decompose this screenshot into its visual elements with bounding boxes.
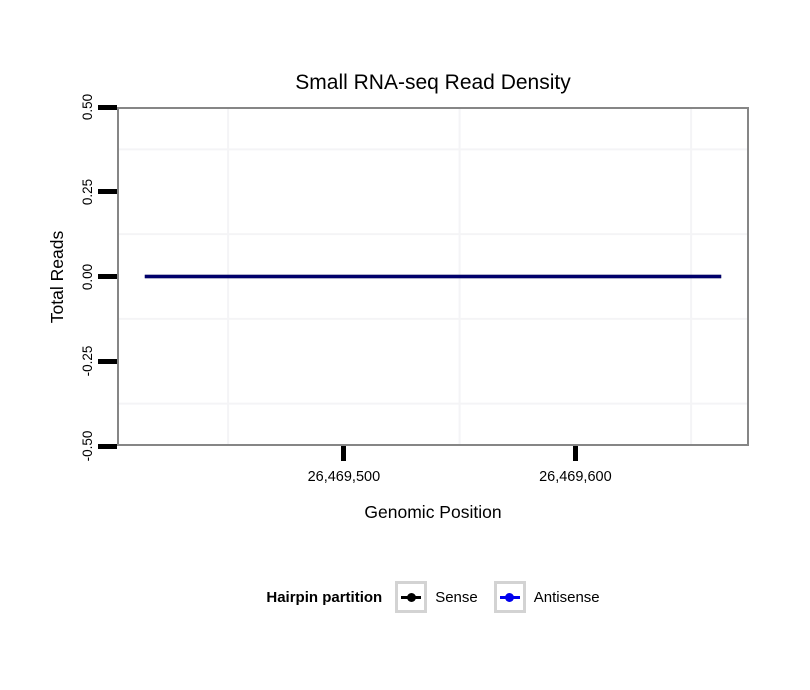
legend-entry-label: Sense [435,588,478,606]
x-axis-tick [572,446,578,461]
x-axis-title: Genomic Position [364,502,502,522]
y-tick-label: 0.00 [80,263,95,290]
chart-title: Small RNA-seq Read Density [295,71,571,94]
y-tick-label: 0.25 [80,178,95,205]
y-axis-tick [98,443,117,449]
legend-key-antisense [493,581,526,613]
legend-title: Hairpin partition [266,588,383,606]
y-tick-label: -0.50 [80,430,95,462]
legend-entry-antisense: Antisense [493,581,600,613]
legend-key-sense [395,581,428,613]
legend-entries: Sense Antisense [395,581,600,613]
x-tick-label: 26,469,600 [539,469,612,485]
x-tick-label: 26,469,500 [307,469,381,485]
y-tick-label: -0.25 [80,345,95,377]
x-axis-tick [341,446,347,461]
legend-entry-label: Antisense [533,588,600,606]
y-tick-label: 0.50 [80,93,95,121]
legend-point-sample [505,592,515,602]
y-axis-tick [98,274,117,279]
y-axis-tick [98,104,117,110]
legend: Hairpin partition Sense Antisense [117,581,749,613]
legend-entry-sense: Sense [395,581,478,613]
plot-canvas [117,107,749,446]
y-axis-tick [98,358,117,364]
y-axis-tick [98,189,117,195]
panel-border [117,107,749,446]
y-axis-title: Total Reads [47,230,67,324]
plot-panel [117,107,749,446]
legend-point-sample [406,592,416,602]
